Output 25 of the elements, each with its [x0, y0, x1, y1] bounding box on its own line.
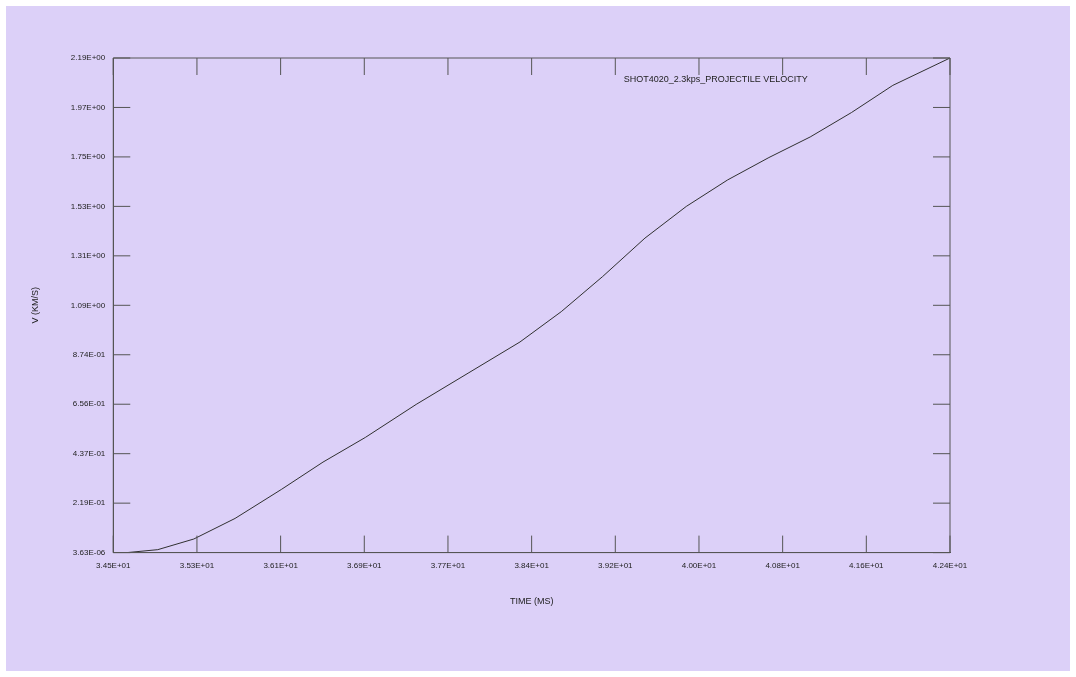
x-tick-label: 4.24E+01: [932, 560, 968, 570]
y-tick-label: 1.75E+00: [70, 152, 106, 162]
y-tick-label: 1.31E+00: [70, 251, 106, 261]
y-tick-label: 1.97E+00: [70, 102, 106, 112]
x-tick-label: 3.53E+01: [179, 560, 215, 570]
x-tick-label: 3.84E+01: [514, 560, 550, 570]
x-tick-label: 3.92E+01: [598, 560, 634, 570]
y-tick-label: 1.53E+00: [70, 201, 106, 211]
text: SHOT4020_2.3kps_PROJECTILE VELOCITY: [623, 74, 808, 85]
y-tick-label: 6.56E-01: [72, 399, 106, 409]
y-tick-label: 4.37E-01: [72, 448, 106, 458]
y-tick-label: 1.09E+00: [70, 300, 106, 310]
x-tick-label: 4.00E+01: [681, 560, 717, 570]
x-tick-label: 3.69E+01: [347, 560, 383, 570]
x-tick-label: 4.08E+01: [765, 560, 801, 570]
y-tick-label: 8.74E-01: [72, 349, 106, 359]
x-tick-label: 3.45E+01: [96, 560, 132, 570]
y-tick-label: 3.63E-06: [72, 547, 106, 557]
x-tick-label: 4.16E+01: [849, 560, 885, 570]
y-tick-label: 2.19E-01: [72, 498, 106, 508]
x-tick-label: 3.77E+01: [430, 560, 466, 570]
x-axis-title: TIME (MS): [509, 596, 554, 607]
x-tick-label: 3.61E+01: [263, 560, 299, 570]
y-axis-title: V (KM/S): [29, 287, 40, 324]
y-tick-label: 2.19E+00: [70, 53, 106, 63]
